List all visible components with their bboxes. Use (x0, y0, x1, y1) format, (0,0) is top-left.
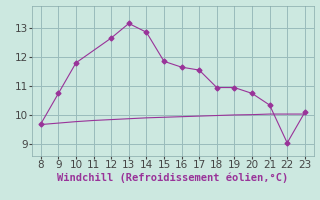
X-axis label: Windchill (Refroidissement éolien,°C): Windchill (Refroidissement éolien,°C) (57, 173, 288, 183)
